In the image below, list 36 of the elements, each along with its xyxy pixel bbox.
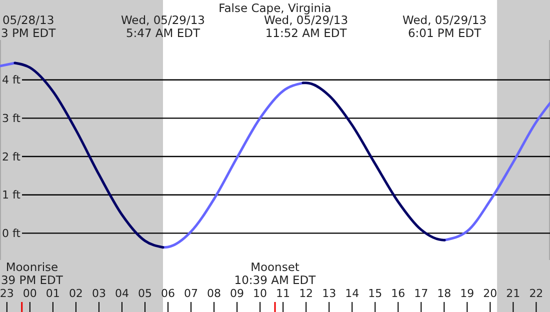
- x-tick-label: 20: [483, 287, 498, 300]
- text: Wed, 05/29/13 5:47 AM EDT: [120, 13, 206, 40]
- ref-line-label: Moonrise 39 PM EDT: [1, 260, 64, 287]
- x-tick-label: 10: [253, 287, 268, 300]
- x-tick-label: 17: [414, 287, 428, 300]
- y-tick-label: 4 ft: [2, 74, 22, 87]
- x-tick-label: 22: [529, 287, 544, 300]
- x-tick-label: 19: [460, 287, 474, 300]
- x-tick-label: 09: [230, 287, 244, 300]
- x-tick-label: 15: [368, 287, 382, 300]
- x-tick-label: 00: [22, 287, 37, 300]
- x-tick-label: 01: [46, 287, 60, 300]
- y-tick-label: 1 ft: [2, 188, 22, 202]
- x-tick-label: 21: [506, 287, 520, 300]
- text: 05/28/13 3 PM EDT: [1, 13, 57, 40]
- x-tick-label: 07: [184, 287, 198, 300]
- x-tick-label: 03: [92, 287, 106, 300]
- x-tick-label: 02: [68, 287, 83, 300]
- x-tick-label: 08: [207, 287, 222, 300]
- y-tick-label: 0 ft: [2, 227, 22, 240]
- x-tick-label: 16: [391, 287, 406, 300]
- x-tick-label: 11: [276, 287, 290, 300]
- x-tick-label: 13: [322, 287, 336, 300]
- x-tick-label: 06: [160, 287, 175, 300]
- text: Wed, 05/29/13 6:01 PM EDT: [402, 13, 487, 40]
- ref-line-label: Moonset 10:39 AM EDT: [234, 260, 317, 287]
- y-tick-label: 3 ft: [2, 112, 22, 126]
- x-tick-label: 05: [138, 287, 152, 300]
- x-tick-label: 14: [345, 287, 360, 300]
- x-tick-label: 23: [0, 287, 14, 300]
- x-tick-label: 12: [299, 287, 314, 300]
- chart-title: False Cape, Virginia: [218, 1, 332, 15]
- x-tick-label: 04: [114, 287, 129, 300]
- x-tick-label: 18: [437, 287, 452, 300]
- text: Wed, 05/29/13 11:52 AM EDT: [264, 13, 348, 40]
- y-tick-label: 2 ft: [2, 150, 22, 164]
